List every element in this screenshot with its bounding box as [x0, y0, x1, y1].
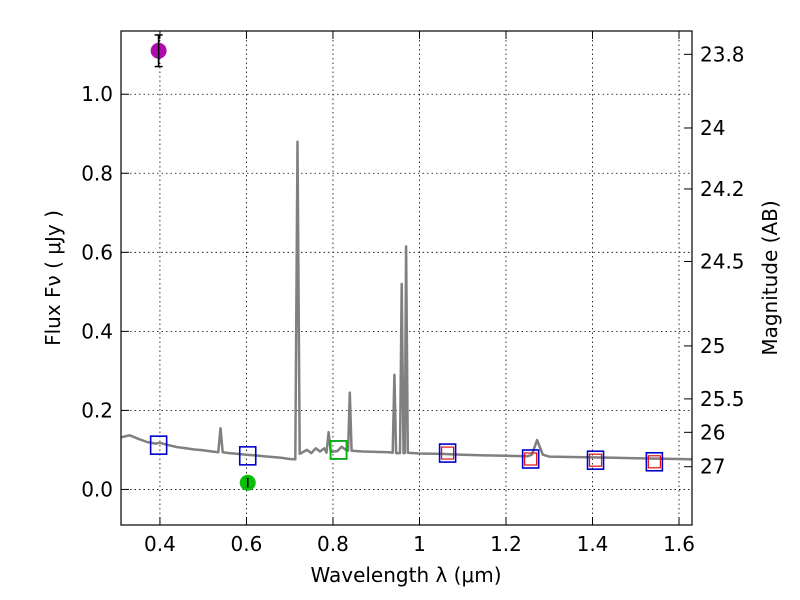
x-axis-label: Wavelength λ (μm) [310, 563, 501, 587]
x-tick-label: 1.2 [490, 532, 522, 556]
grid [121, 31, 692, 525]
model-square-point [238, 446, 257, 466]
x-tick-label: 0.6 [231, 532, 263, 556]
y-tick-label: 0.2 [81, 398, 113, 422]
observed-square-point [647, 455, 661, 469]
observed-square-point [588, 453, 603, 467]
right-axis-label: Magnitude (AB) [758, 200, 782, 355]
right-tick-label: 26 [700, 420, 725, 444]
y-tick-label: 0.8 [81, 161, 113, 185]
x-tick-label: 1 [413, 532, 426, 556]
right-tick-label: 25.5 [700, 387, 745, 411]
model-square-point [149, 435, 168, 455]
model-square-point [586, 450, 605, 470]
x-tick-label: 0.8 [317, 532, 349, 556]
model-square-point [645, 451, 664, 472]
model-square-point [438, 443, 457, 463]
x-tick-label: 1.6 [663, 532, 695, 556]
x-tick-label: 1.4 [577, 532, 609, 556]
x-tick-label: 0.4 [144, 532, 176, 556]
right-tick-label: 24 [700, 116, 725, 140]
y-tick-label: 0.4 [81, 319, 113, 343]
y-tick-label: 0.0 [81, 477, 113, 501]
ticks: 0.4 0.6 0.8 1 1.2 1.4 1.6 0.0 0.2 0.4 0.6 0.8 1.0 23.… [81, 31, 745, 556]
y-axis-label: Flux Fν ( μJy ) [41, 210, 65, 346]
model-square-point [329, 440, 348, 460]
right-tick-label: 25 [700, 334, 725, 358]
right-tick-label: 23.8 [700, 42, 745, 66]
right-tick-label: 27 [700, 455, 725, 479]
right-tick-label: 24.5 [700, 249, 745, 273]
data-layer [120, 34, 693, 491]
right-tick-label: 24.2 [700, 177, 745, 201]
y-tick-label: 1.0 [81, 82, 113, 106]
model-square-point [521, 449, 540, 469]
observed-square-point [524, 452, 538, 466]
spectrum-line [120, 140, 693, 461]
observed-square-point [440, 446, 455, 460]
y-tick-label: 0.6 [81, 240, 113, 264]
plot-frame [120, 30, 693, 526]
